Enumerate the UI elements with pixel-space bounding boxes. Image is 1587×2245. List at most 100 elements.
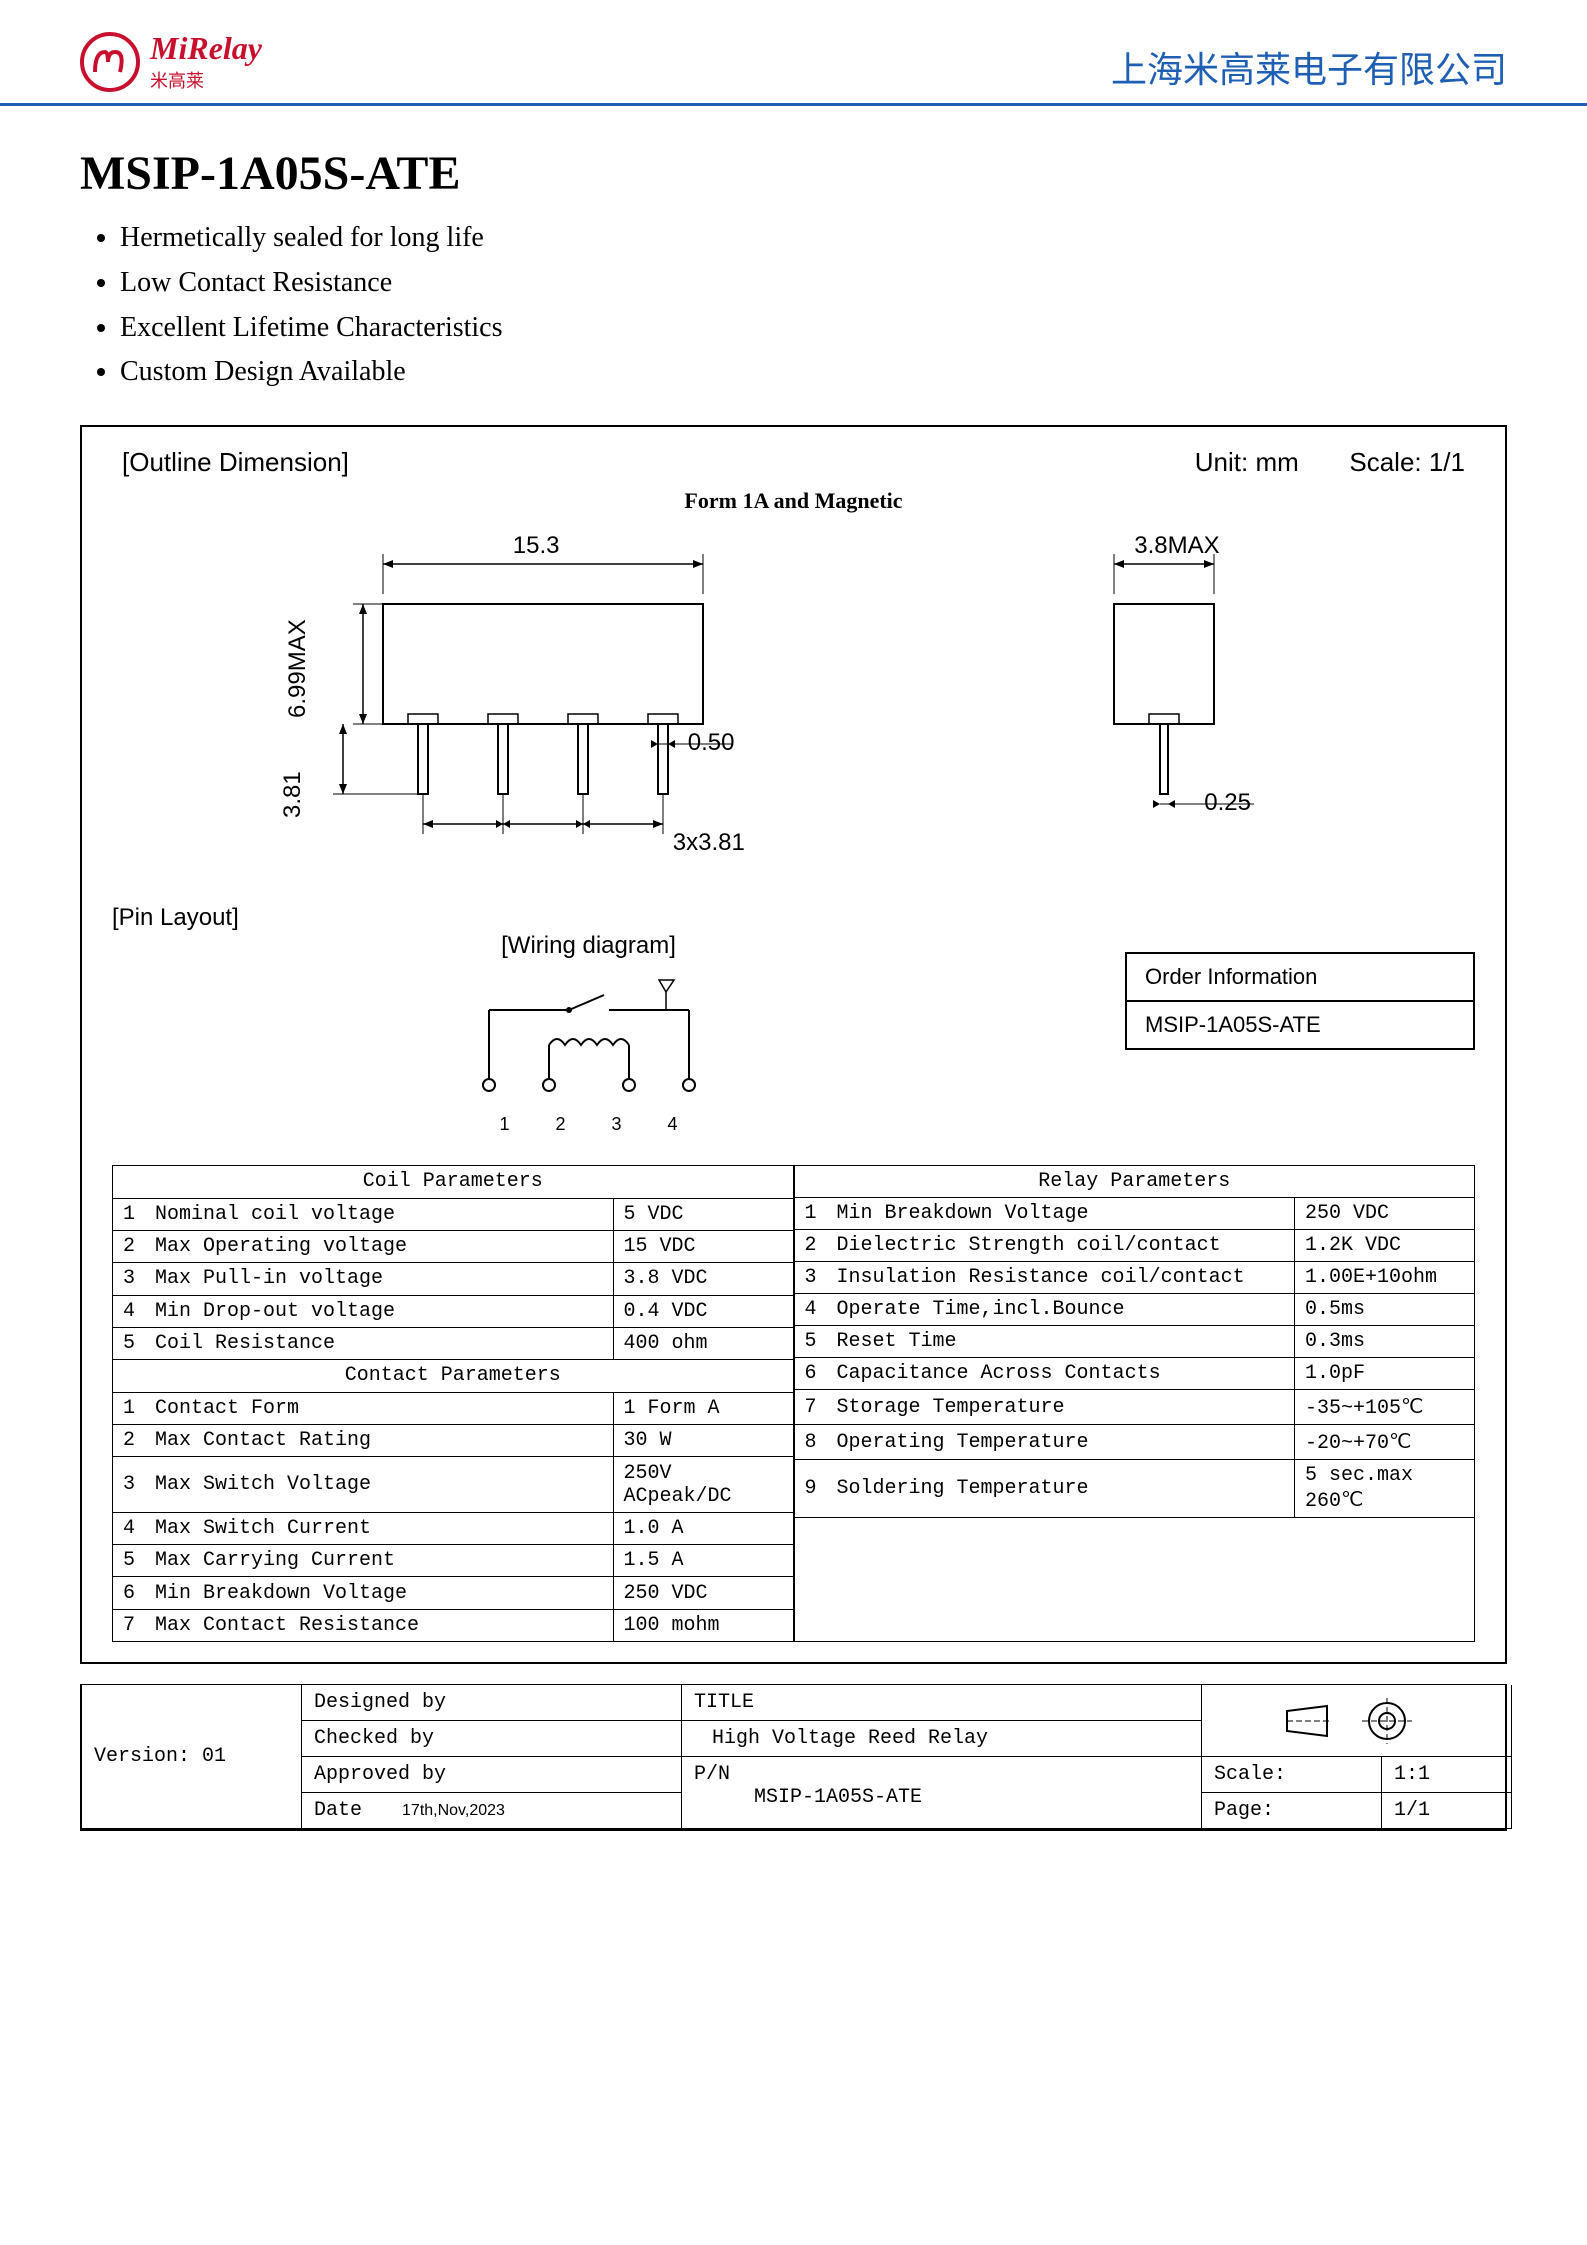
param-num: 4 <box>794 1294 827 1326</box>
dim-height: 6.99MAX <box>284 619 312 718</box>
tb-version: Version: 01 <box>82 1685 302 1829</box>
param-key: Max Pull-in voltage <box>145 1263 613 1295</box>
tb-page-value: 1/1 <box>1382 1793 1512 1829</box>
tb-scale-label: Scale: <box>1202 1757 1382 1793</box>
feature-item: Low Contact Resistance <box>120 261 1507 306</box>
dim-width: 15.3 <box>513 532 560 560</box>
param-num: 6 <box>794 1358 827 1390</box>
param-val: 1.00E+10ohm <box>1295 1262 1475 1294</box>
logo: MiRelay 米高莱 <box>80 30 262 93</box>
param-val: 1 Form A <box>613 1392 793 1424</box>
wiring-pin-3: 3 <box>612 1114 622 1135</box>
logo-icon <box>80 32 140 92</box>
param-key: Capacitance Across Contacts <box>827 1358 1295 1390</box>
param-num: 5 <box>113 1327 146 1359</box>
front-view-drawing: 15.3 6.99MAX 3.81 0.50 3x3.81 <box>253 534 773 874</box>
param-num: 5 <box>794 1326 827 1358</box>
order-heading: Order Information <box>1127 954 1473 1002</box>
scale-label: Scale: 1/1 <box>1349 447 1465 477</box>
param-num: 4 <box>113 1295 146 1327</box>
wiring-label: [Wiring diagram] <box>132 932 1045 960</box>
dim-pitch: 3x3.81 <box>673 829 745 857</box>
feature-item: Excellent Lifetime Characteristics <box>120 306 1507 351</box>
feature-item: Hermetically sealed for long life <box>120 216 1507 261</box>
title-block: Version: 01 Designed by TITLE Checked by… <box>80 1684 1507 1831</box>
outline-box: [Outline Dimension] Unit: mm Scale: 1/1 … <box>80 425 1507 1664</box>
param-val: 5 VDC <box>613 1198 793 1230</box>
param-key: Max Contact Rating <box>145 1424 613 1456</box>
param-val: 1.0pF <box>1295 1358 1475 1390</box>
unit-label: Unit: mm <box>1195 447 1299 477</box>
param-num: 8 <box>794 1425 827 1460</box>
param-val: 5 sec.max 260℃ <box>1295 1460 1475 1518</box>
relay-head: Relay Parameters <box>794 1166 1475 1198</box>
param-key: Contact Form <box>145 1392 613 1424</box>
param-key: Storage Temperature <box>827 1390 1295 1425</box>
param-val: 30 W <box>613 1424 793 1456</box>
contact-head: Contact Parameters <box>113 1360 794 1392</box>
order-code: MSIP-1A05S-ATE <box>1127 1002 1473 1048</box>
param-key: Dielectric Strength coil/contact <box>827 1230 1295 1262</box>
part-number-title: MSIP-1A05S-ATE <box>80 146 1507 201</box>
tb-approved: Approved by <box>302 1757 682 1793</box>
param-num: 5 <box>113 1545 146 1577</box>
param-key: Min Breakdown Voltage <box>145 1577 613 1609</box>
param-num: 2 <box>113 1230 146 1262</box>
param-val: -20~+70℃ <box>1295 1425 1475 1460</box>
feature-list: Hermetically sealed for long life Low Co… <box>120 216 1507 395</box>
param-key: Max Operating voltage <box>145 1230 613 1262</box>
param-key: Max Switch Current <box>145 1512 613 1544</box>
param-num: 1 <box>794 1198 827 1230</box>
param-val: 0.3ms <box>1295 1326 1475 1358</box>
param-num: 1 <box>113 1392 146 1424</box>
param-key: Max Switch Voltage <box>145 1457 613 1513</box>
param-val: 1.0 A <box>613 1512 793 1544</box>
tb-date-label: Date <box>314 1799 362 1822</box>
param-key: Min Breakdown Voltage <box>827 1198 1295 1230</box>
feature-item: Custom Design Available <box>120 350 1507 395</box>
dim-side-pin: 0.25 <box>1204 789 1251 817</box>
param-key: Reset Time <box>827 1326 1295 1358</box>
param-val: -35~+105℃ <box>1295 1390 1475 1425</box>
wiring-pin-4: 4 <box>668 1114 678 1135</box>
param-val: 250 VDC <box>613 1577 793 1609</box>
dim-pin-len: 3.81 <box>279 771 307 818</box>
tb-date-value: 17th,Nov,2023 <box>402 1802 505 1820</box>
projection-icon <box>1202 1685 1512 1757</box>
side-view-drawing: 3.8MAX 0.25 <box>1054 534 1334 874</box>
param-key: Insulation Resistance coil/contact <box>827 1262 1295 1294</box>
wiring-pin-2: 2 <box>555 1114 565 1135</box>
tb-pn-label: P/N <box>694 1763 730 1786</box>
param-val: 250 VDC <box>1295 1198 1475 1230</box>
wiring-diagram <box>449 970 729 1110</box>
param-val: 1.2K VDC <box>1295 1230 1475 1262</box>
dim-pin-w: 0.50 <box>688 729 735 757</box>
tb-scale-value: 1:1 <box>1382 1757 1512 1793</box>
param-key: Soldering Temperature <box>827 1460 1295 1518</box>
dim-side-w: 3.8MAX <box>1134 532 1219 560</box>
param-val: 400 ohm <box>613 1327 793 1359</box>
company-name: 上海米高莱电子有限公司 <box>1111 41 1507 93</box>
outline-label: [Outline Dimension] <box>122 447 349 478</box>
coil-head: Coil Parameters <box>113 1166 794 1198</box>
param-num: 2 <box>794 1230 827 1262</box>
param-key: Operating Temperature <box>827 1425 1295 1460</box>
tb-page-label: Page: <box>1202 1793 1382 1829</box>
param-val: 15 VDC <box>613 1230 793 1262</box>
param-val: 1.5 A <box>613 1545 793 1577</box>
logo-sub-text: 米高莱 <box>150 67 262 93</box>
param-num: 1 <box>113 1198 146 1230</box>
param-val: 3.8 VDC <box>613 1263 793 1295</box>
param-num: 3 <box>113 1457 146 1513</box>
param-key: Nominal coil voltage <box>145 1198 613 1230</box>
param-num: 7 <box>794 1390 827 1425</box>
tb-title-label: TITLE <box>682 1685 1202 1721</box>
wiring-pin-1: 1 <box>499 1114 509 1135</box>
param-val: 100 mohm <box>613 1609 793 1641</box>
param-key: Max Contact Resistance <box>145 1609 613 1641</box>
param-num: 6 <box>113 1577 146 1609</box>
tb-designed: Designed by <box>302 1685 682 1721</box>
params-tables: Coil Parameters 1Nominal coil voltage5 V… <box>112 1165 1475 1642</box>
param-num: 3 <box>794 1262 827 1294</box>
param-num: 9 <box>794 1460 827 1518</box>
